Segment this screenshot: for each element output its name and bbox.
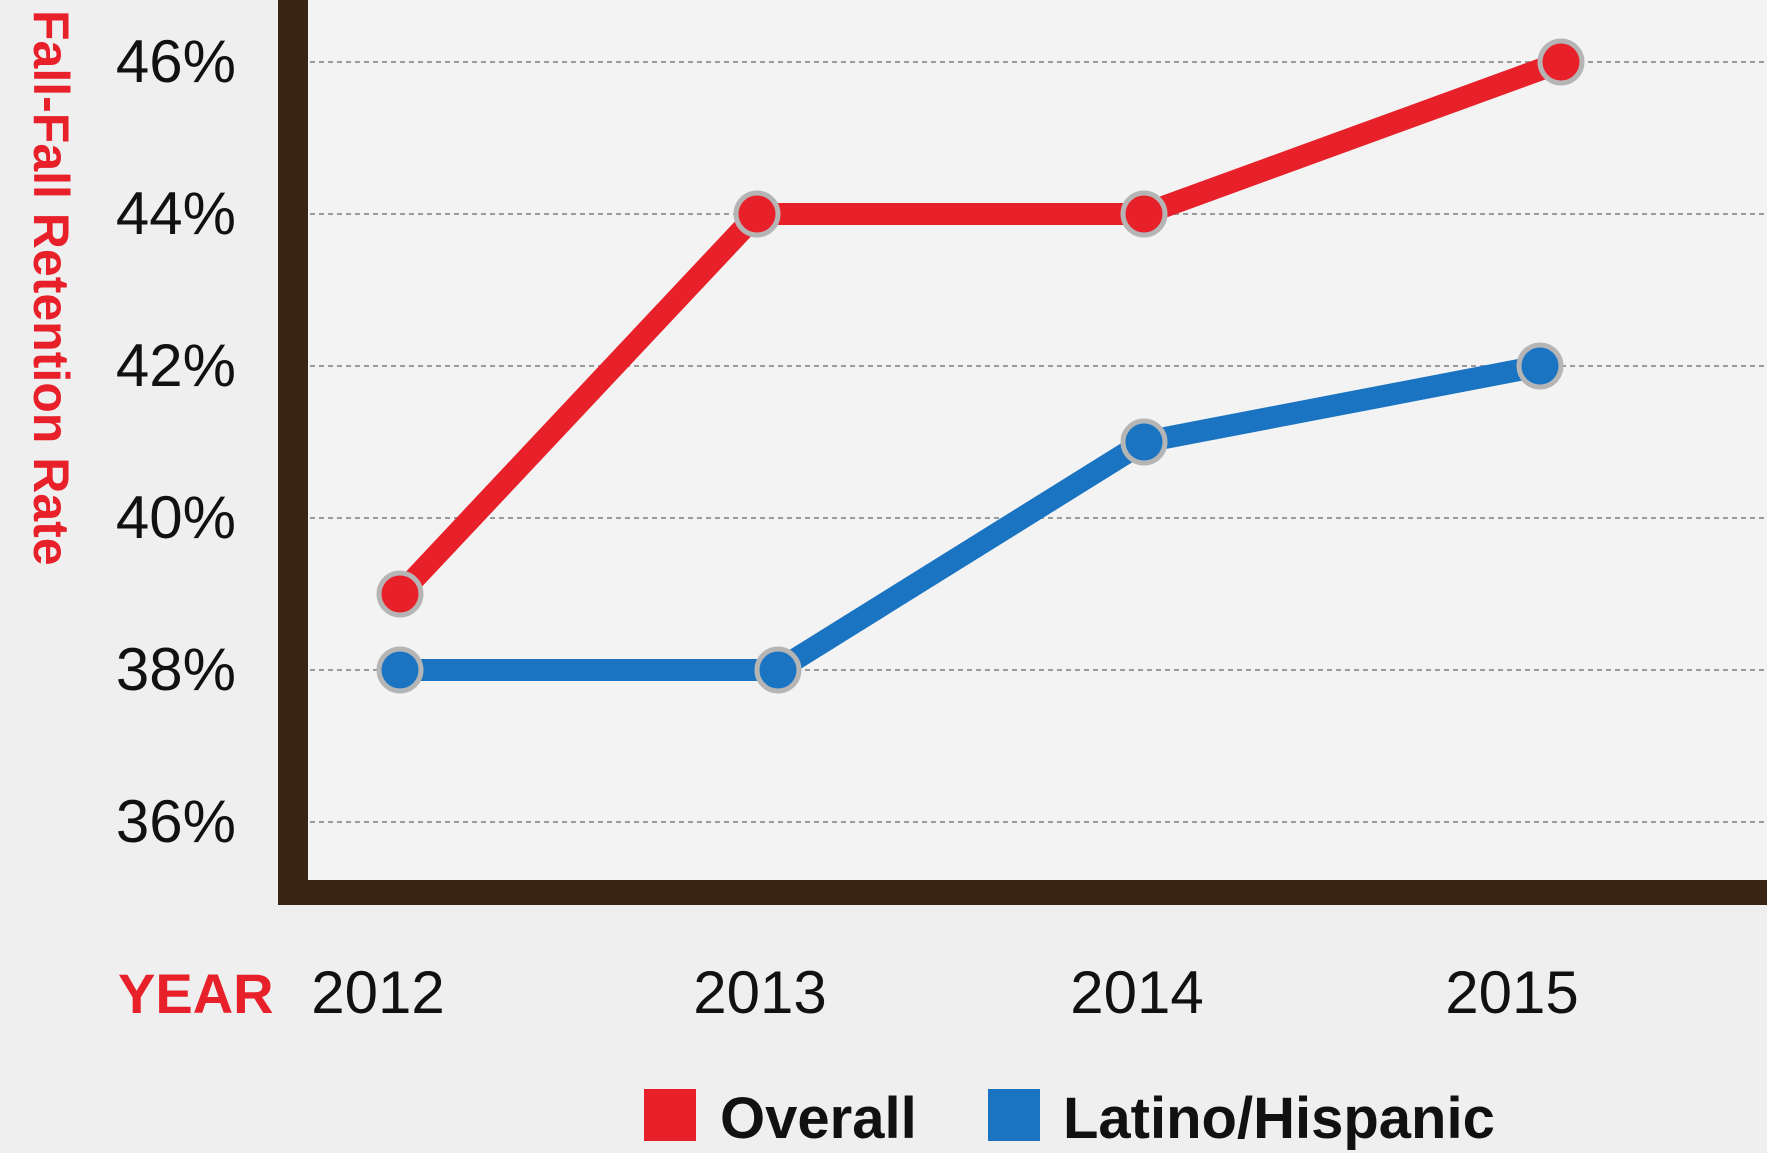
x-tick-label: 2012 bbox=[311, 959, 444, 1026]
y-tick-label: 44% bbox=[116, 180, 236, 247]
y-tick-label: 38% bbox=[116, 636, 236, 703]
legend: Overall Latino/Hispanic bbox=[644, 1086, 1495, 1151]
y-tick-label: 40% bbox=[116, 484, 236, 551]
series-line bbox=[389, 51, 1572, 605]
x-axis-title: YEAR bbox=[118, 962, 274, 1025]
x-axis-line bbox=[278, 880, 1767, 905]
series-line bbox=[389, 355, 1551, 681]
data-point bbox=[754, 646, 802, 694]
y-tick-label: 46% bbox=[116, 28, 236, 95]
y-axis-title: Fall-Fall Retention Rate bbox=[23, 10, 79, 566]
y-axis-ticks: 36% 38% 40% 42% 44% 46% bbox=[116, 28, 236, 855]
data-point bbox=[376, 646, 424, 694]
x-axis-ticks: 2012 2013 2014 2015 bbox=[311, 959, 1578, 1026]
x-tick-label: 2013 bbox=[693, 959, 826, 1026]
data-point bbox=[1516, 342, 1564, 390]
data-point bbox=[733, 190, 781, 238]
x-tick-label: 2015 bbox=[1445, 959, 1578, 1026]
plot-area bbox=[290, 0, 1767, 880]
legend-label-latino-hispanic: Latino/Hispanic bbox=[1063, 1086, 1495, 1151]
data-point bbox=[1120, 418, 1168, 466]
y-axis-line bbox=[278, 0, 308, 905]
legend-swatch-overall bbox=[644, 1089, 696, 1141]
series-lines bbox=[376, 38, 1585, 694]
data-point bbox=[376, 570, 424, 618]
data-point bbox=[1537, 38, 1585, 86]
x-tick-label: 2014 bbox=[1070, 959, 1203, 1026]
legend-label-overall: Overall bbox=[720, 1086, 917, 1151]
y-tick-label: 42% bbox=[116, 332, 236, 399]
legend-swatch-latino-hispanic bbox=[988, 1089, 1040, 1141]
data-point bbox=[1120, 190, 1168, 238]
y-tick-label: 36% bbox=[116, 788, 236, 855]
